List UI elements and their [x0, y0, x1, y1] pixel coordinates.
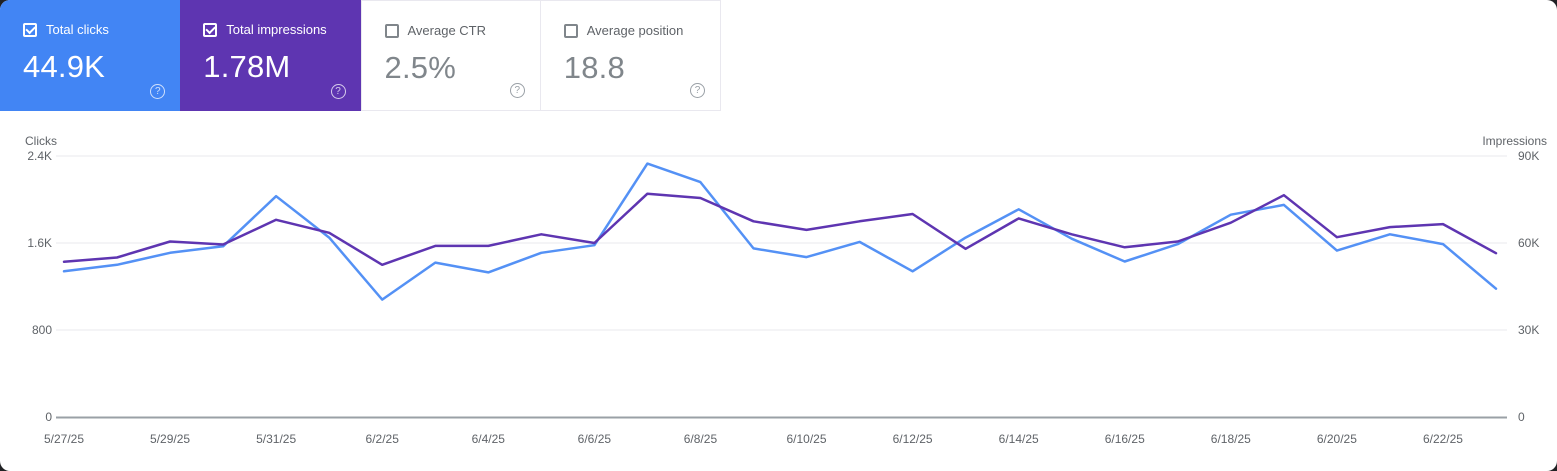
performance-chart-area[interactable]: Clicks Impressions 0 800 1.6K 2.4K 0 30K 60K 90K 5… — [0, 120, 1557, 471]
metric-card-label: Average position — [586, 23, 684, 38]
x-axis-date-label: 5/29/25 — [150, 432, 190, 446]
metric-card-header: Average CTR — [384, 23, 540, 38]
x-axis-date-label: 6/18/25 — [1211, 432, 1251, 446]
left-axis-title: Clicks — [25, 134, 57, 148]
help-icon[interactable]: ? — [690, 83, 705, 98]
metric-card-label: Average CTR — [407, 23, 487, 38]
x-axis-date-label: 6/14/25 — [999, 432, 1039, 446]
x-axis-date-label: 6/10/25 — [786, 432, 826, 446]
checkmark-icon — [25, 23, 36, 34]
performance-chart[interactable]: Clicks Impressions 0 800 1.6K 2.4K 0 30K 60K 90K 5… — [0, 120, 1557, 471]
metric-cards-row: Total clicks 44.9K ? Total impressions 1… — [0, 0, 721, 111]
left-axis-tick-label: 800 — [32, 323, 52, 337]
total-impressions-checkbox[interactable] — [203, 22, 218, 37]
average-ctr-checkbox[interactable] — [384, 23, 399, 38]
metric-card-header: Average position — [563, 23, 720, 38]
right-axis-tick-label: 90K — [1518, 149, 1539, 163]
x-axis-date-label: 6/8/25 — [684, 432, 718, 446]
x-axis-date-label: 6/22/25 — [1423, 432, 1463, 446]
metric-card-value: 18.8 — [563, 50, 625, 85]
x-axis-date-label: 6/4/25 — [472, 432, 506, 446]
metric-card-value: 1.78M — [203, 49, 291, 84]
total-clicks-checkbox[interactable] — [23, 22, 37, 37]
metric-card-average-position[interactable]: Average position 18.8 ? — [540, 0, 721, 111]
metric-card-label: Total clicks — [46, 22, 109, 37]
left-axis-tick-label: 2.4K — [27, 149, 52, 163]
left-axis-tick-label: 1.6K — [27, 236, 52, 250]
average-position-checkbox[interactable] — [563, 23, 578, 38]
x-axis-date-label: 6/20/25 — [1317, 432, 1357, 446]
x-axis-date-label: 6/2/25 — [366, 432, 400, 446]
checkmark-icon — [205, 23, 216, 34]
metric-card-label: Total impressions — [226, 22, 327, 37]
metric-card-average-ctr[interactable]: Average CTR 2.5% ? — [360, 0, 541, 111]
metric-card-value: 2.5% — [384, 50, 456, 85]
right-axis-tick-label: 60K — [1518, 236, 1539, 250]
help-icon[interactable]: ? — [330, 84, 346, 99]
metric-card-header: Total impressions — [203, 22, 360, 37]
x-axis-date-label: 5/31/25 — [256, 432, 296, 446]
right-axis-tick-label: 0 — [1518, 410, 1525, 424]
help-icon[interactable]: ? — [150, 84, 166, 99]
x-axis-date-label: 5/27/25 — [44, 432, 84, 446]
x-axis-date-label: 6/6/25 — [578, 432, 612, 446]
clicks-line-series[interactable] — [62, 162, 1498, 301]
impressions-line-series[interactable] — [62, 192, 1498, 267]
help-icon[interactable]: ? — [509, 83, 525, 98]
left-axis-tick-label: 0 — [45, 410, 52, 424]
metric-card-total-impressions[interactable]: Total impressions 1.78M ? — [180, 0, 361, 111]
right-axis-title: Impressions — [1482, 134, 1547, 148]
x-axis-date-label: 6/12/25 — [893, 432, 933, 446]
metric-card-total-clicks[interactable]: Total clicks 44.9K ? — [0, 0, 181, 111]
right-axis-tick-label: 30K — [1518, 323, 1539, 337]
metric-card-value: 44.9K — [23, 49, 106, 84]
x-axis-date-label: 6/16/25 — [1105, 432, 1145, 446]
metric-card-header: Total clicks — [23, 22, 180, 37]
